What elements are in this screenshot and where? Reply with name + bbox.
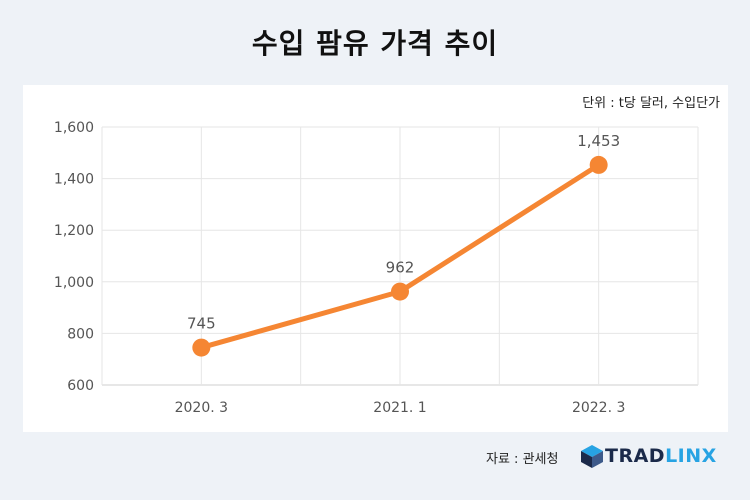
data-label: 1,453 [577, 132, 620, 150]
data-point [192, 338, 211, 357]
brand-logo: TRADLINX [580, 442, 720, 470]
source-note: 자료 : 관세청 [486, 452, 559, 467]
data-point [391, 282, 409, 301]
chart-title: 수입 팜유 가격 추이 [251, 27, 499, 60]
y-tick-label: 1,200 [54, 223, 94, 239]
data-label: 745 [187, 315, 216, 333]
data-label: 962 [386, 259, 415, 277]
y-tick-label: 1,400 [54, 172, 94, 188]
y-tick-label: 600 [67, 378, 94, 394]
y-tick-label: 1,000 [54, 275, 94, 291]
unit-note: 단위 : t당 달러, 수입단가 [582, 96, 720, 111]
x-tick-label: 2022. 3 [572, 400, 625, 416]
x-tick-label: 2020. 3 [175, 400, 228, 416]
chart-panel [23, 85, 728, 432]
y-tick-label: 800 [67, 326, 94, 342]
data-point [589, 155, 608, 174]
x-tick-label: 2021. 1 [373, 400, 426, 416]
logo-cube-icon [581, 445, 603, 468]
y-tick-label: 1,600 [54, 120, 94, 136]
brand-name: TRADLINX [605, 445, 717, 467]
